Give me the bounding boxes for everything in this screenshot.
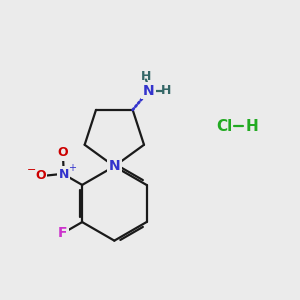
Text: H: H: [141, 70, 151, 83]
Text: H: H: [161, 84, 171, 97]
Text: N: N: [58, 168, 69, 181]
Text: O: O: [35, 169, 46, 182]
Text: F: F: [58, 226, 68, 240]
Text: −: −: [27, 165, 36, 175]
Text: +: +: [68, 163, 76, 173]
Text: N: N: [143, 83, 155, 98]
Text: Cl: Cl: [216, 119, 232, 134]
Text: O: O: [58, 146, 68, 159]
Text: N: N: [109, 159, 120, 173]
Text: H: H: [245, 119, 258, 134]
